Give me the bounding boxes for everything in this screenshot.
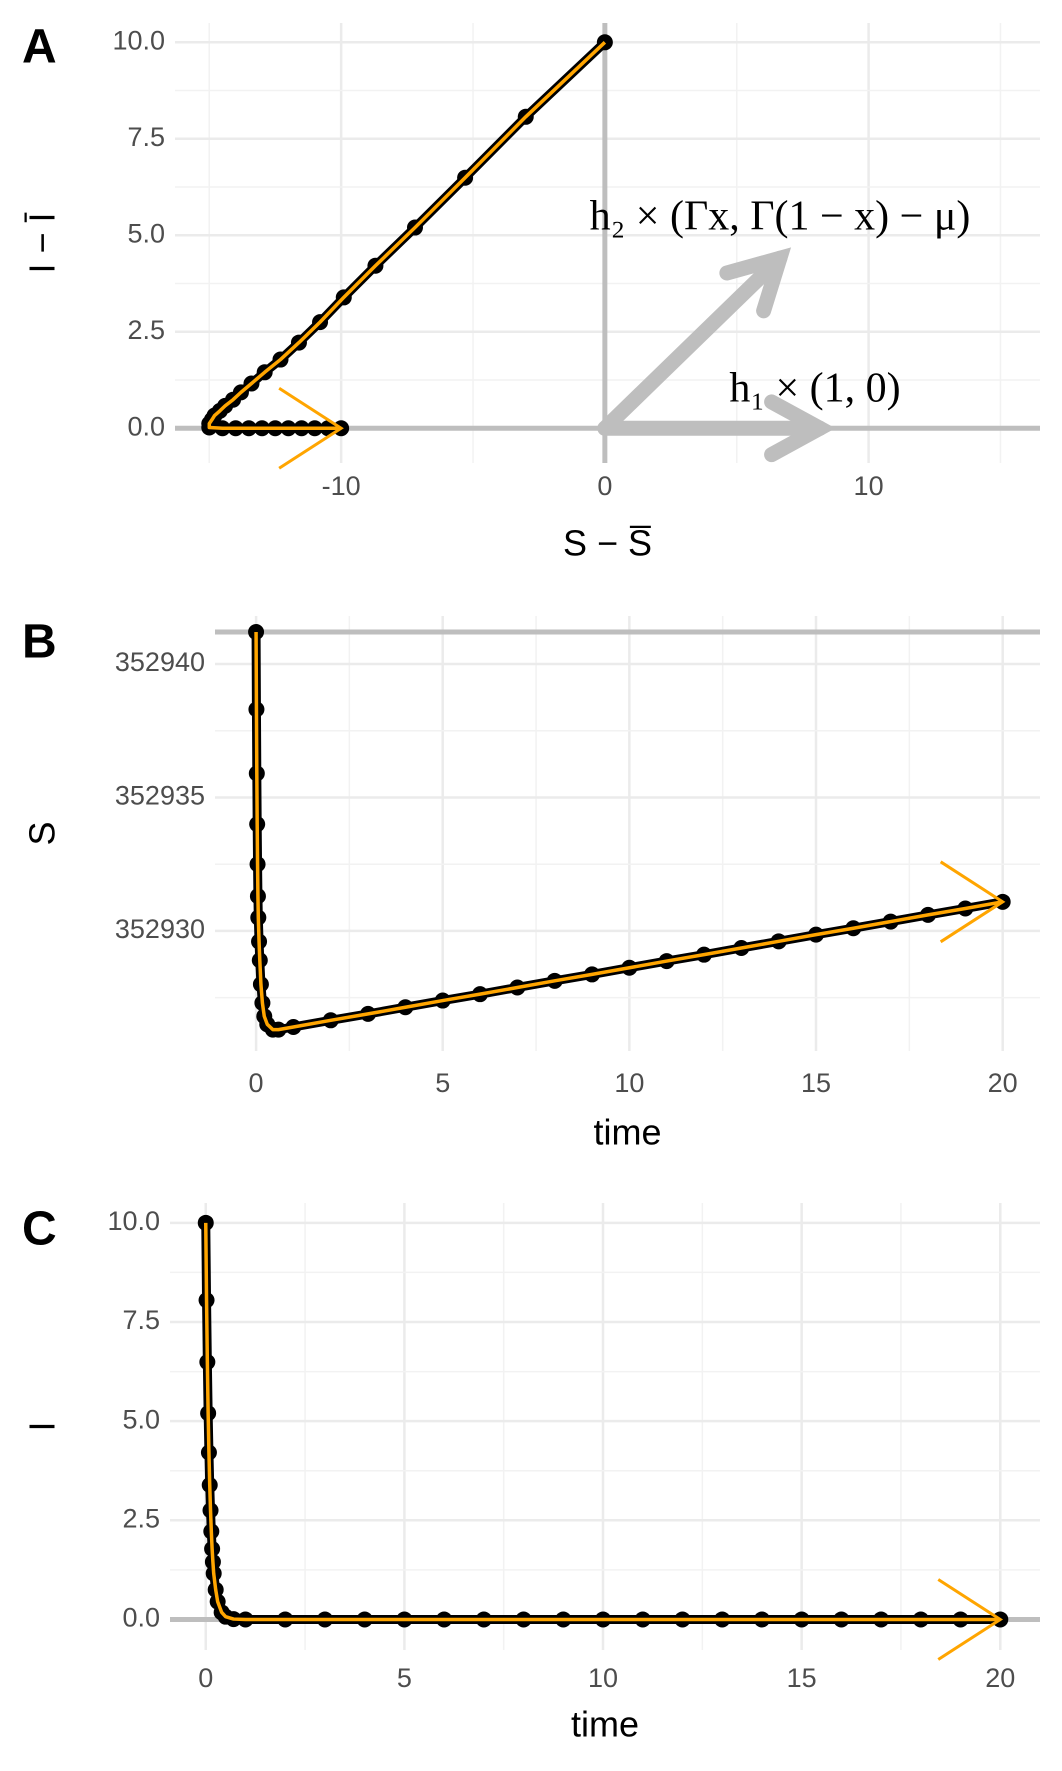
y-tick-label: 352935 xyxy=(115,781,205,811)
x-tick-label: 20 xyxy=(985,1663,1015,1693)
y-tick-label: 0.0 xyxy=(127,411,165,441)
panel-label: B xyxy=(22,616,57,669)
y-tick-label: 10.0 xyxy=(107,1206,160,1236)
annotation: h₂ × (Γx, Γ(1 − x) − μ) xyxy=(590,194,971,240)
x-tick-label: 10 xyxy=(614,1068,644,1098)
panel-label: A xyxy=(22,21,57,74)
x-tick-label: 5 xyxy=(435,1068,450,1098)
y-axis-title: I − Ī xyxy=(22,212,63,273)
trajectory-line xyxy=(207,41,607,431)
x-tick-label: 10 xyxy=(854,471,884,501)
x-axis-title: time xyxy=(593,1112,661,1153)
y-tick-label: 5.0 xyxy=(127,218,165,248)
y-axis-title: I xyxy=(22,1421,63,1431)
y-tick-label: 352940 xyxy=(115,647,205,677)
y-tick-label: 7.5 xyxy=(122,1305,160,1335)
arrow-head xyxy=(939,860,1006,944)
x-tick-label: 5 xyxy=(397,1663,412,1693)
x-axis-title: time xyxy=(571,1704,639,1745)
vector-arrow xyxy=(597,394,836,463)
x-tick-label: 0 xyxy=(597,471,612,501)
panel-label: C xyxy=(22,1203,57,1256)
x-tick-label: 0 xyxy=(198,1663,213,1693)
arrow-head xyxy=(937,1578,1004,1661)
y-tick-label: 2.5 xyxy=(127,315,165,345)
y-tick-label: 0.0 xyxy=(122,1603,160,1633)
annotation: h₁ × (1, 0) xyxy=(729,366,900,412)
x-tick-label: 15 xyxy=(787,1663,817,1693)
y-tick-label: 2.5 xyxy=(122,1503,160,1533)
arrow-head xyxy=(719,247,792,319)
trajectory-line xyxy=(204,1222,1001,1622)
y-tick-label: 352930 xyxy=(115,914,205,944)
vector-arrow xyxy=(597,247,792,436)
arrow-head xyxy=(278,387,344,470)
x-tick-label: -10 xyxy=(322,471,361,501)
x-axis-title: S − S̅ xyxy=(563,523,652,564)
trajectory-line xyxy=(254,632,1003,1032)
y-tick-label: 5.0 xyxy=(122,1404,160,1434)
x-tick-label: 15 xyxy=(801,1068,831,1098)
arrow-head xyxy=(764,394,836,463)
x-tick-label: 0 xyxy=(249,1068,264,1098)
x-tick-label: 20 xyxy=(988,1068,1018,1098)
y-axis-title: S xyxy=(22,821,63,845)
y-tick-label: 7.5 xyxy=(127,122,165,152)
y-tick-label: 10.0 xyxy=(112,25,165,55)
x-tick-label: 10 xyxy=(588,1663,618,1693)
arrow-shaft xyxy=(597,250,788,436)
